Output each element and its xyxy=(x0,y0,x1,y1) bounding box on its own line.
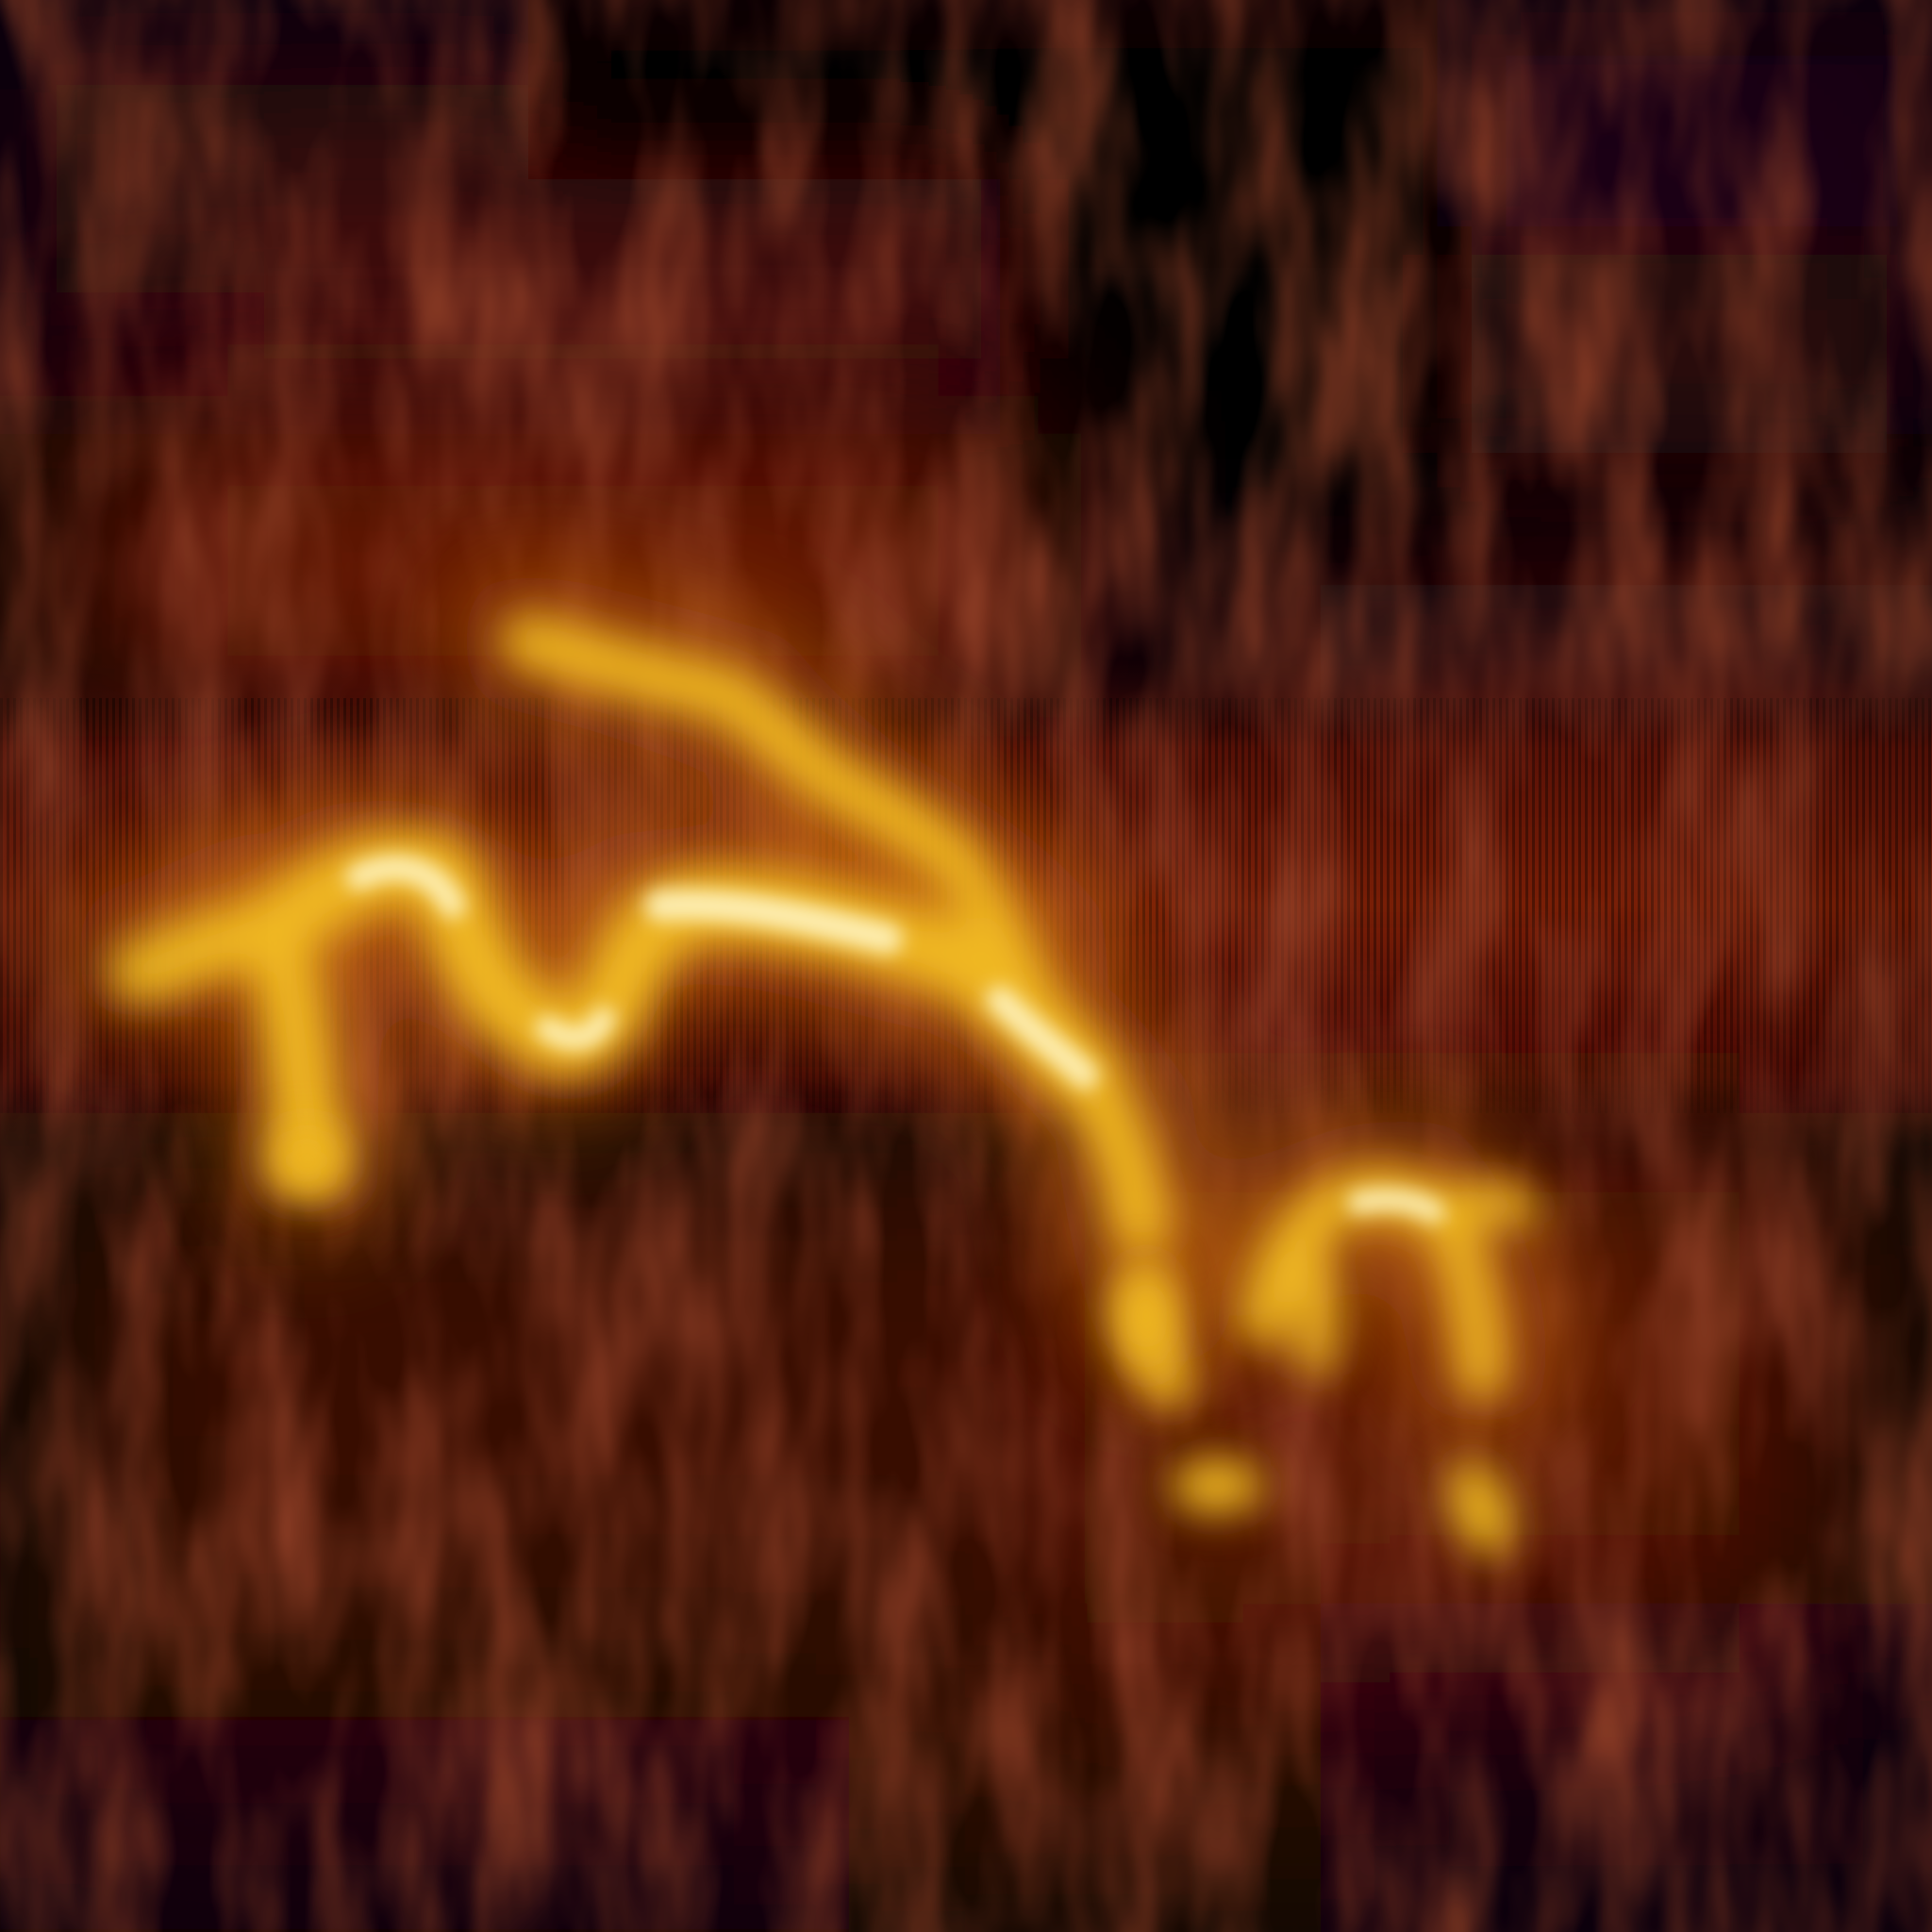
bright-trail xyxy=(71,571,1552,1559)
